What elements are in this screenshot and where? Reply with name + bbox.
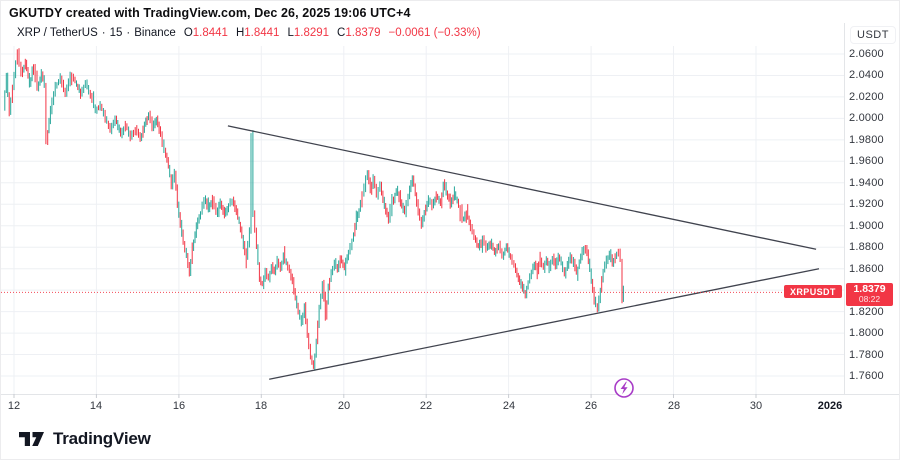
high-label: H — [235, 27, 245, 39]
price-axis-label: 2.0600 — [849, 48, 884, 60]
tradingview-logo-icon — [19, 432, 44, 446]
price-axis-label: 1.7600 — [849, 370, 884, 382]
low-value: 1.8291 — [293, 27, 330, 39]
close-value: 1.8379 — [345, 27, 381, 39]
price-axis-label: 1.8800 — [849, 241, 884, 253]
low-label: L — [287, 27, 294, 39]
high-value: 1.8441 — [244, 27, 280, 39]
last-price-badge[interactable]: 1.8379 08:22 — [846, 283, 893, 306]
price-axis-label: 2.0400 — [849, 69, 884, 81]
watermark-title: GKUTDY created with TradingView.com, Dec… — [9, 6, 411, 20]
price-axis-label: 1.9400 — [849, 177, 884, 189]
close-label: C — [337, 27, 346, 39]
price-axis-label: 2.0000 — [849, 112, 884, 124]
open-label: O — [183, 27, 193, 39]
price-axis-label: 1.7800 — [849, 349, 884, 361]
price-axis-label: 1.9200 — [849, 198, 884, 210]
last-price-value: 1.8379 — [853, 283, 886, 295]
trendline-lower[interactable] — [269, 268, 820, 380]
symbol-price-marker[interactable]: XRPUSDT — [784, 285, 842, 298]
symbol-name[interactable]: XRP / TetherUS — [17, 27, 98, 39]
flash-event-icon[interactable] — [614, 378, 634, 398]
price-axis-label: 1.9800 — [849, 134, 884, 146]
candles — [4, 48, 624, 371]
tradingview-logo[interactable]: TradingView — [19, 429, 151, 449]
price-axis-label: 1.9600 — [849, 155, 884, 167]
tradingview-logo-text: TradingView — [53, 429, 151, 448]
price-axis[interactable]: 2.0600 2.0400 2.0200 2.0000 1.9800 1.9600 1.94… — [849, 1, 899, 394]
price-axis-label: 2.0200 — [849, 91, 884, 103]
trendline-upper[interactable] — [227, 125, 817, 250]
open-value: 1.8441 — [192, 27, 228, 39]
price-axis-label: 1.9000 — [849, 220, 884, 232]
price-axis-label: 1.8000 — [849, 327, 884, 339]
separator-dot: · — [126, 27, 131, 39]
bar-countdown: 08:22 — [858, 294, 881, 304]
exchange-name[interactable]: Binance — [134, 27, 176, 39]
symbol-bar: XRP / TetherUS · 15 · Binance O1.8441 H1.8441 L… — [17, 27, 481, 39]
change-value: −0.0061 (−0.33%) — [388, 27, 481, 39]
currency-unit-label[interactable]: USDT — [850, 26, 896, 44]
price-axis-label: 1.8600 — [849, 263, 884, 275]
price-axis-label: 1.8200 — [849, 306, 884, 318]
interval-value[interactable]: 15 — [109, 27, 123, 39]
separator-dot: · — [101, 27, 106, 39]
